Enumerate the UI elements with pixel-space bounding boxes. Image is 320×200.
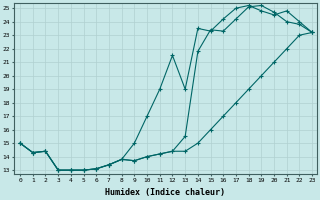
X-axis label: Humidex (Indice chaleur): Humidex (Indice chaleur): [106, 188, 226, 197]
